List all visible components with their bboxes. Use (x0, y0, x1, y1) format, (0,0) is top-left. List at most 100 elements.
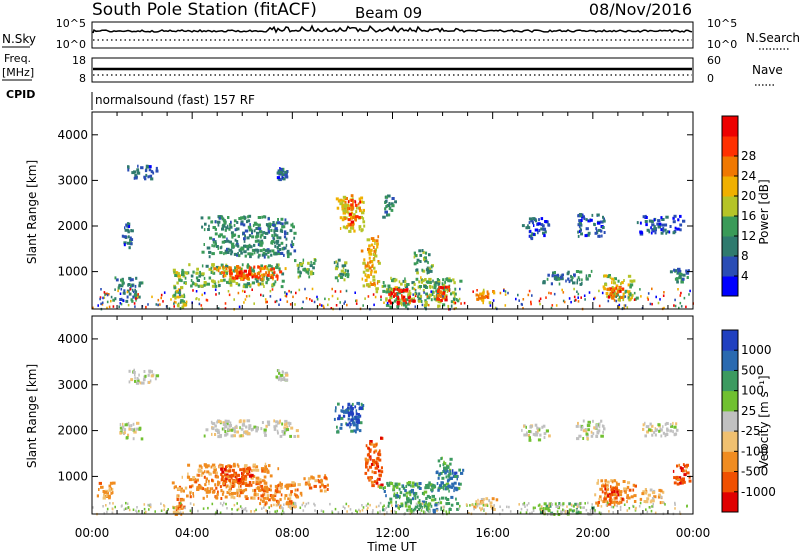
time-xlabel: Time UT (366, 540, 417, 554)
echo-cell (654, 231, 657, 235)
echo-cell (244, 488, 248, 492)
echo-cell (362, 217, 365, 221)
echo-cell (266, 273, 270, 277)
echo-cell (613, 503, 616, 507)
echo-cell (240, 478, 244, 482)
echo-cell (248, 425, 251, 429)
echo-cell (672, 430, 674, 434)
echo-cell (317, 474, 321, 478)
echo-cell (601, 234, 603, 238)
echo-cell (212, 264, 215, 268)
echo-cell (257, 216, 262, 219)
echo-cell (255, 235, 258, 239)
echo-cell (230, 242, 235, 246)
echo-cell (263, 231, 265, 235)
echo-cell (121, 428, 124, 432)
echo-cell (610, 485, 612, 489)
echo-cell (388, 482, 391, 486)
echo-cell (286, 425, 289, 429)
noise-cell (293, 502, 295, 505)
echo-cell (253, 272, 257, 276)
echo-cell (238, 217, 242, 220)
noise-cell (482, 504, 485, 507)
echo-cell (263, 215, 266, 219)
echo-cell (239, 426, 241, 430)
noise-cell (244, 507, 247, 510)
noise-cell (647, 298, 649, 301)
echo-cell (281, 173, 285, 177)
echo-cell (452, 278, 455, 282)
echo-cell (667, 230, 670, 234)
echo-cell (418, 249, 422, 253)
echo-cell (248, 467, 252, 471)
echo-cell (602, 484, 607, 488)
echo-cell (419, 253, 423, 257)
power-scatter (92, 164, 694, 311)
echo-cell (211, 244, 213, 248)
echo-cell (234, 474, 237, 478)
echo-cell (211, 284, 216, 288)
echo-cell (222, 265, 225, 269)
echo-cell (236, 491, 239, 495)
echo-cell (632, 483, 636, 487)
noise-cell (201, 293, 203, 297)
echo-cell (123, 431, 126, 435)
noise-cell (255, 508, 257, 512)
echo-cell (374, 466, 379, 470)
noise-cell (677, 288, 679, 291)
echo-cell (631, 296, 633, 300)
echo-cell (320, 483, 324, 487)
echo-cell (599, 487, 603, 491)
echo-cell (644, 434, 647, 438)
echo-cell (579, 424, 584, 428)
noise-cell (527, 502, 530, 505)
echo-cell (217, 420, 222, 424)
echo-cell (130, 284, 133, 288)
noise-cell (674, 501, 676, 505)
echo-cell (392, 279, 396, 283)
echo-cell (339, 426, 343, 430)
noise-cell (345, 502, 348, 506)
echo-cell (360, 229, 363, 233)
echo-cell (410, 510, 414, 514)
echo-cell (264, 249, 269, 253)
noise-cell (174, 510, 176, 513)
noise-cell (159, 303, 161, 306)
echo-cell (246, 263, 249, 267)
noise-cell (336, 297, 339, 300)
noise-cell (523, 501, 526, 505)
echo-cell (615, 284, 619, 288)
echo-cell (543, 432, 547, 436)
echo-cell (279, 498, 282, 502)
noise-cell (548, 291, 550, 295)
echo-cell (433, 485, 437, 489)
noise-cell (530, 302, 532, 306)
echo-cell (288, 424, 291, 427)
echo-cell (379, 485, 383, 489)
echo-cell (682, 219, 686, 223)
noise-cell (531, 511, 533, 514)
echo-cell (606, 275, 610, 279)
echo-cell (260, 264, 263, 268)
echo-cell (228, 474, 232, 478)
echo-cell (419, 294, 423, 298)
echo-cell (133, 430, 137, 434)
echo-cell (208, 224, 210, 228)
echo-cell (189, 491, 191, 495)
echo-cell (631, 293, 634, 297)
echo-cell (384, 210, 388, 214)
noise-cell (126, 502, 129, 505)
echo-cell (208, 267, 212, 271)
echo-cell (129, 236, 132, 240)
noise-cell (610, 505, 613, 509)
echo-cell (264, 502, 267, 506)
echo-cell (687, 269, 690, 273)
noise-cell (601, 291, 604, 295)
echo-cell (280, 170, 284, 174)
echo-cell (442, 486, 445, 489)
echo-cell (207, 228, 210, 231)
echo-cell (306, 268, 309, 271)
echo-cell (525, 425, 527, 429)
echo-cell (358, 216, 361, 219)
noise-cell (293, 501, 296, 505)
